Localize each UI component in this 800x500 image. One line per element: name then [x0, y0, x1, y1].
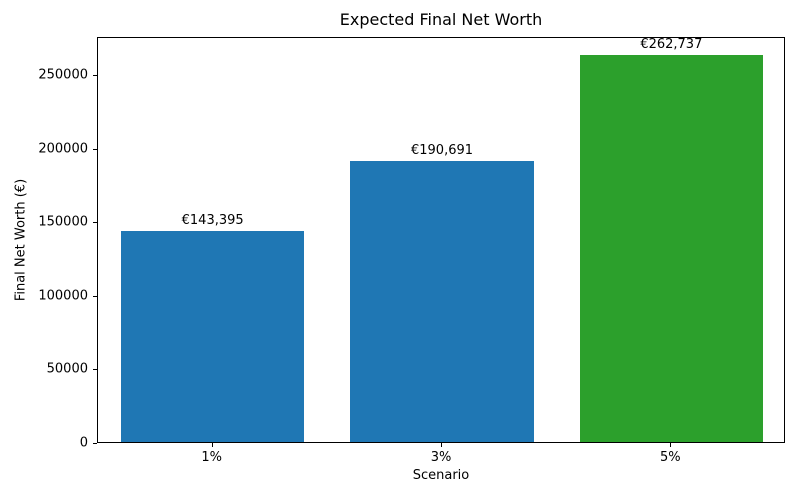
- plot-area: €143,395 €190,691 €262,737: [97, 37, 785, 443]
- bar-value-label: €190,691: [410, 143, 474, 159]
- x-tick-label: 3%: [430, 450, 452, 465]
- x-axis-tick: [211, 443, 213, 447]
- bar-5pct: [579, 55, 764, 442]
- x-tick-label: 5%: [660, 450, 681, 465]
- bar-1pct: [120, 230, 305, 442]
- chart-title: Expected Final Net Worth: [339, 10, 543, 29]
- bar-value-label: €143,395: [181, 212, 244, 228]
- bar-3pct: [350, 161, 534, 442]
- x-tick-label: 1%: [201, 450, 222, 465]
- x-axis-label: Scenario: [412, 468, 470, 483]
- bar-value-label: €262,737: [640, 37, 703, 53]
- y-axis-tick: [93, 222, 97, 224]
- y-tick-label: 250000: [38, 67, 88, 83]
- y-axis-tick: [93, 295, 97, 297]
- y-tick-label: 0: [79, 435, 88, 451]
- y-tick-label: 200000: [38, 141, 88, 157]
- y-tick-label: 50000: [46, 361, 88, 377]
- y-axis-tick: [93, 75, 97, 77]
- y-tick-label: 150000: [38, 214, 88, 230]
- x-axis-tick: [670, 443, 672, 447]
- y-axis-tick: [93, 369, 97, 371]
- y-axis-tick: [93, 148, 97, 150]
- y-axis-label: Final Net Worth (€): [13, 178, 29, 302]
- y-tick-label: 100000: [38, 288, 88, 304]
- y-axis-tick: [93, 443, 97, 444]
- x-axis-tick: [441, 443, 442, 447]
